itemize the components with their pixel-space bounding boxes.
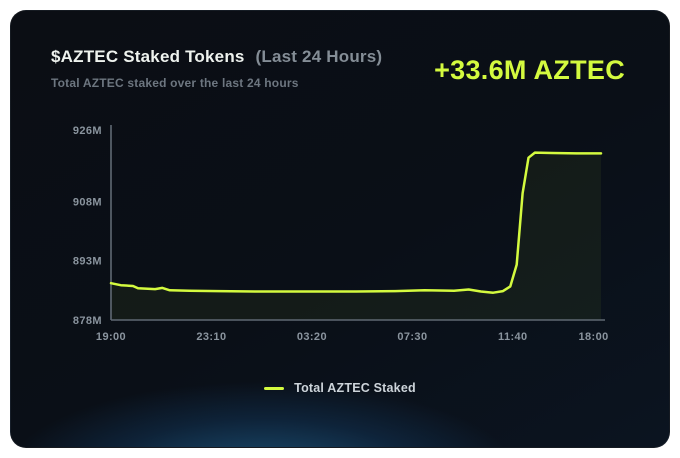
svg-text:18:00: 18:00 — [579, 331, 609, 343]
chart-title: $AZTEC Staked Tokens (Last 24 Hours) — [51, 47, 382, 67]
staking-chart-svg: 878M 893M 908M 926M 19:00 23:10 03:20 07:30 11:4… — [73, 125, 609, 343]
card-header-left: $AZTEC Staked Tokens (Last 24 Hours) Tot… — [51, 47, 382, 90]
legend-item-total-staked[interactable]: Total AZTEC Staked — [264, 381, 416, 395]
svg-text:878M: 878M — [73, 315, 102, 327]
chart-subtitle: Total AZTEC staked over the last 24 hour… — [51, 76, 299, 90]
chart-title-range: (Last 24 Hours) — [255, 47, 383, 66]
svg-text:926M: 926M — [73, 125, 102, 137]
staked-delta-value: +33.6M AZTEC — [434, 55, 625, 85]
svg-text:23:10: 23:10 — [196, 331, 226, 343]
svg-text:908M: 908M — [73, 196, 102, 208]
card-header: $AZTEC Staked Tokens (Last 24 Hours) Tot… — [11, 11, 669, 90]
legend-line-swatch — [264, 386, 285, 390]
chart-title-main: $AZTEC Staked Tokens — [51, 47, 245, 66]
chart-legend: Total AZTEC Staked — [11, 381, 669, 395]
chart-area: 878M 893M 908M 926M 19:00 23:10 03:20 07:30 11:4… — [49, 114, 669, 349]
svg-text:11:40: 11:40 — [498, 331, 528, 343]
legend-label: Total AZTEC Staked — [294, 381, 416, 395]
svg-text:03:20: 03:20 — [297, 331, 327, 343]
svg-text:893M: 893M — [73, 256, 102, 268]
svg-text:19:00: 19:00 — [96, 331, 126, 343]
staking-card: $AZTEC Staked Tokens (Last 24 Hours) Tot… — [10, 10, 670, 448]
svg-text:07:30: 07:30 — [397, 331, 427, 343]
